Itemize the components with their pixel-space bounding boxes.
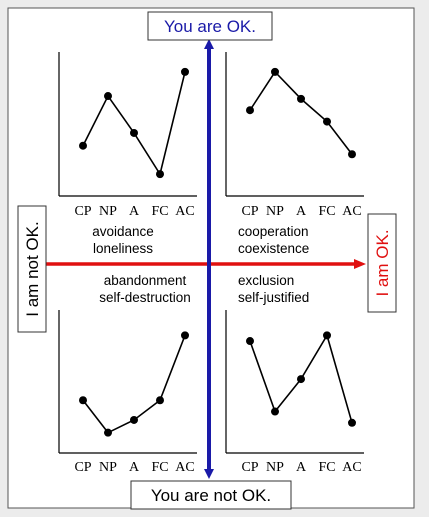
left-label-box: [17, 205, 47, 333]
chart-tick-label: NP: [99, 460, 117, 475]
quadrant-bottom-right-line2: self-justified: [238, 290, 309, 305]
quadrant-top-right-line1: cooperation: [238, 224, 309, 239]
chart-point-np: [271, 407, 279, 416]
chart-tick-label: AC: [342, 204, 361, 219]
charts-layer: CP NP A FC AC CP NP A FC AC CP NP A FC AC CP NP A FC AC: [58, 52, 364, 475]
quadrant-bottom-left-line1: abandonment: [104, 273, 187, 288]
left-axis-label: I am not OK.: [23, 221, 42, 316]
chart-point-cp: [79, 396, 87, 405]
quadrant-top-left-line1: avoidance: [92, 224, 154, 239]
chart-tick-label: CP: [241, 204, 258, 219]
chart-point-a: [130, 128, 138, 137]
chart-tick-label: NP: [99, 204, 117, 219]
chart-point-fc: [323, 331, 331, 340]
chart-point-ac: [181, 67, 189, 76]
chart-bottom-left: CP NP A FC AC: [58, 310, 197, 475]
quadrant-bottom-right-line1: exclusion: [238, 273, 294, 288]
chart-tick-label: AC: [175, 204, 194, 219]
chart-point-fc: [323, 117, 331, 126]
chart-tick-label: CP: [241, 460, 258, 475]
top-label-box: [147, 11, 273, 41]
chart-top-left: CP NP A FC AC: [58, 52, 197, 219]
chart-point-a: [297, 94, 305, 103]
chart-tick-label: NP: [266, 204, 284, 219]
chart-tick-label: FC: [318, 204, 335, 219]
quadrant-bottom-left-line2: self-destruction: [99, 290, 191, 305]
chart-point-np: [271, 67, 279, 76]
chart-point-a: [297, 375, 305, 384]
right-axis-label: I am OK.: [373, 229, 392, 296]
chart-tick-label: CP: [74, 460, 91, 475]
chart-point-ac: [348, 150, 356, 159]
chart-tick-label: FC: [318, 460, 335, 475]
chart-tick-label: CP: [74, 204, 91, 219]
chart-tick-label: FC: [151, 460, 168, 475]
chart-point-cp: [79, 141, 87, 150]
quadrant-top-right-line2: coexistence: [238, 241, 309, 256]
top-axis-label: You are OK.: [164, 17, 256, 36]
chart-point-np: [104, 428, 112, 437]
chart-point-ac: [348, 418, 356, 427]
chart-point-fc: [156, 396, 164, 405]
chart-bottom-right: CP NP A FC AC: [225, 310, 364, 475]
chart-point-ac: [181, 331, 189, 340]
chart-tick-label: AC: [175, 460, 194, 475]
chart-point-np: [104, 92, 112, 101]
chart-tick-label: A: [129, 460, 140, 475]
chart-tick-label: A: [296, 204, 307, 219]
quadrant-top-left-line2: loneliness: [93, 241, 153, 256]
chart-tick-label: FC: [151, 204, 168, 219]
bottom-axis-label: You are not OK.: [151, 486, 271, 505]
chart-point-fc: [156, 170, 164, 179]
chart-point-cp: [246, 106, 254, 115]
chart-tick-label: A: [296, 460, 307, 475]
chart-tick-label: AC: [342, 460, 361, 475]
chart-tick-label: A: [129, 204, 140, 219]
chart-top-right: CP NP A FC AC: [225, 52, 364, 219]
chart-point-cp: [246, 337, 254, 346]
bottom-label-box: [130, 480, 292, 510]
chart-tick-label: NP: [266, 460, 284, 475]
chart-point-a: [130, 415, 138, 424]
right-label-box: [367, 213, 397, 313]
